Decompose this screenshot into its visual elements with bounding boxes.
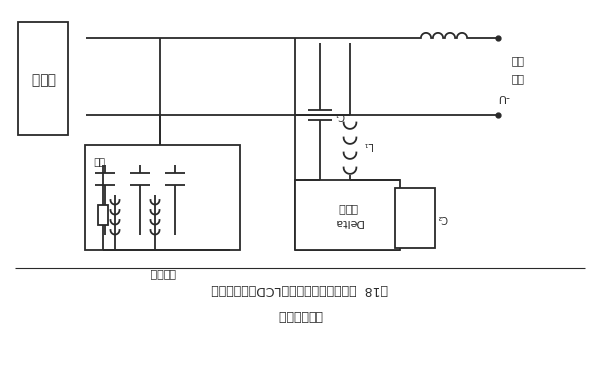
Text: 变频器: 变频器 [31,71,56,85]
Bar [295,180,400,250]
Bar [98,205,108,225]
Text: C₂: C₂ [437,213,448,223]
Bar [18,22,68,135]
Text: C₁: C₁ [334,110,344,120]
Bar [85,145,240,250]
Text: 接线方式乌二: 接线方式乌二 [277,308,323,322]
Text: L₁: L₁ [363,140,373,150]
Text: 网电: 网电 [510,73,523,83]
Bar [395,188,435,248]
Text: 滤波模块: 滤波模块 [149,268,176,278]
Text: 市电: 市电 [510,55,523,65]
Text: 高压: 高压 [93,157,105,167]
Text: -U: -U [497,92,509,102]
Text: 图18  并联市电电源滤波器和LCD滤波器电路图: 图18 并联市电电源滤波器和LCD滤波器电路图 [212,283,388,297]
Text: Delta
变压器: Delta 变压器 [332,203,362,227]
